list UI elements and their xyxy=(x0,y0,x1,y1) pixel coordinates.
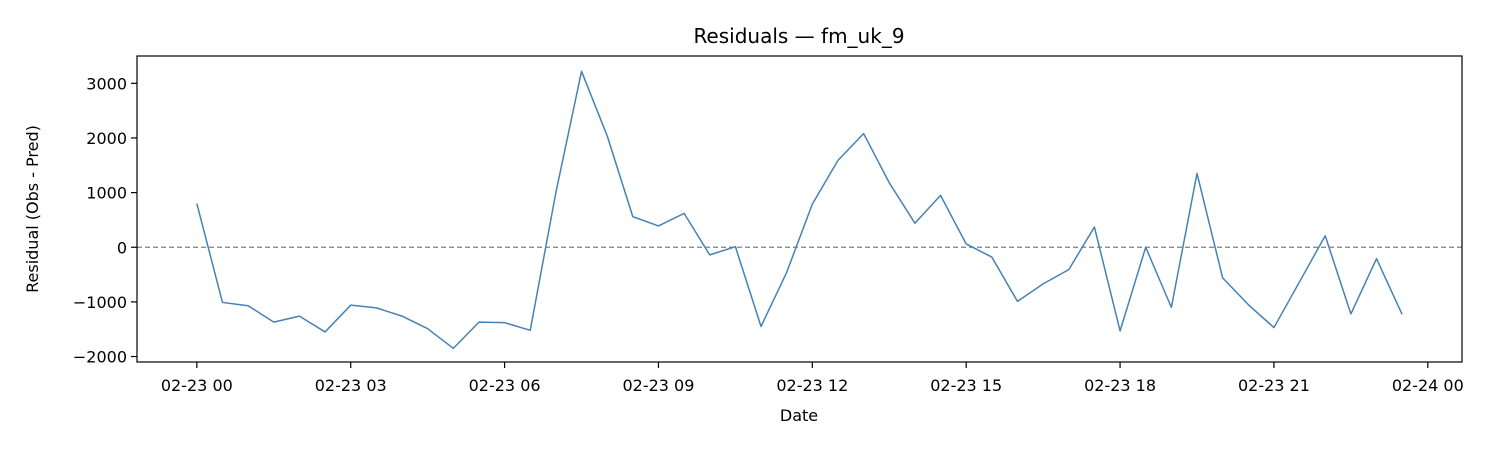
y-tick-label: −2000 xyxy=(73,348,127,367)
data-point xyxy=(1247,303,1250,306)
data-point xyxy=(1170,306,1173,309)
data-point xyxy=(657,224,660,227)
plot-area xyxy=(137,70,1462,350)
data-point xyxy=(1221,276,1224,279)
chart-title: Residuals — fm_uk_9 xyxy=(693,24,904,48)
x-tick-label: 02-23 18 xyxy=(1084,376,1156,395)
data-point xyxy=(862,132,865,135)
plot-frame xyxy=(136,55,1463,363)
y-tick-label: −1000 xyxy=(73,293,127,312)
data-point xyxy=(760,325,763,328)
data-point xyxy=(247,304,250,307)
x-tick-label: 02-23 03 xyxy=(315,376,387,395)
x-tick-label: 02-23 15 xyxy=(930,376,1002,395)
data-point xyxy=(1016,300,1019,303)
x-tick-label: 02-24 00 xyxy=(1392,376,1464,395)
data-point xyxy=(1119,329,1122,332)
y-tick-label: 1000 xyxy=(86,184,127,203)
data-point xyxy=(401,315,404,318)
data-point xyxy=(1401,313,1404,316)
data-point xyxy=(631,215,634,218)
data-point xyxy=(939,194,942,197)
data-point xyxy=(990,256,993,259)
residual-series-line xyxy=(196,70,1403,350)
y-axis: −2000 −1000 0 1000 2000 3000 xyxy=(73,74,137,367)
x-axis: 02-23 00 02-23 03 02-23 06 02-23 09 02-23 12… xyxy=(161,362,1464,395)
y-axis-title: Residual (Obs - Pred) xyxy=(23,125,42,293)
y-tick-label: 0 xyxy=(117,238,127,257)
x-tick-label: 02-23 06 xyxy=(469,376,541,395)
data-point xyxy=(1375,257,1378,260)
data-point xyxy=(375,306,378,309)
data-point xyxy=(1196,172,1199,175)
data-point xyxy=(683,212,686,215)
x-tick-label: 02-23 12 xyxy=(776,376,848,395)
data-point xyxy=(1324,234,1327,237)
data-point xyxy=(195,202,198,205)
data-point xyxy=(1298,280,1301,283)
data-point xyxy=(785,271,788,274)
data-point xyxy=(836,159,839,162)
data-point xyxy=(811,203,814,206)
data-point xyxy=(503,321,506,324)
data-point xyxy=(477,321,480,324)
data-point xyxy=(965,242,968,245)
data-point xyxy=(426,327,429,330)
data-point xyxy=(452,347,455,350)
data-point xyxy=(708,253,711,256)
data-point xyxy=(913,222,916,225)
data-point xyxy=(1042,282,1045,285)
x-tick-label: 02-23 09 xyxy=(622,376,694,395)
data-point xyxy=(1272,326,1275,329)
data-point xyxy=(529,329,532,332)
data-point xyxy=(888,181,891,184)
x-axis-title: Date xyxy=(780,406,818,425)
data-point xyxy=(324,330,327,333)
data-point xyxy=(734,245,737,248)
data-point xyxy=(272,321,275,324)
x-tick-label: 02-23 21 xyxy=(1238,376,1310,395)
data-point xyxy=(1093,226,1096,229)
data-point xyxy=(554,191,557,194)
data-point xyxy=(580,70,583,73)
y-tick-label: 2000 xyxy=(86,129,127,148)
data-point xyxy=(1349,312,1352,315)
data-point xyxy=(606,134,609,137)
y-tick-label: 3000 xyxy=(86,74,127,93)
data-point xyxy=(298,315,301,318)
data-point xyxy=(1144,246,1147,249)
data-point xyxy=(1067,268,1070,271)
data-point xyxy=(221,301,224,304)
x-tick-label: 02-23 00 xyxy=(161,376,233,395)
data-point xyxy=(349,304,352,307)
